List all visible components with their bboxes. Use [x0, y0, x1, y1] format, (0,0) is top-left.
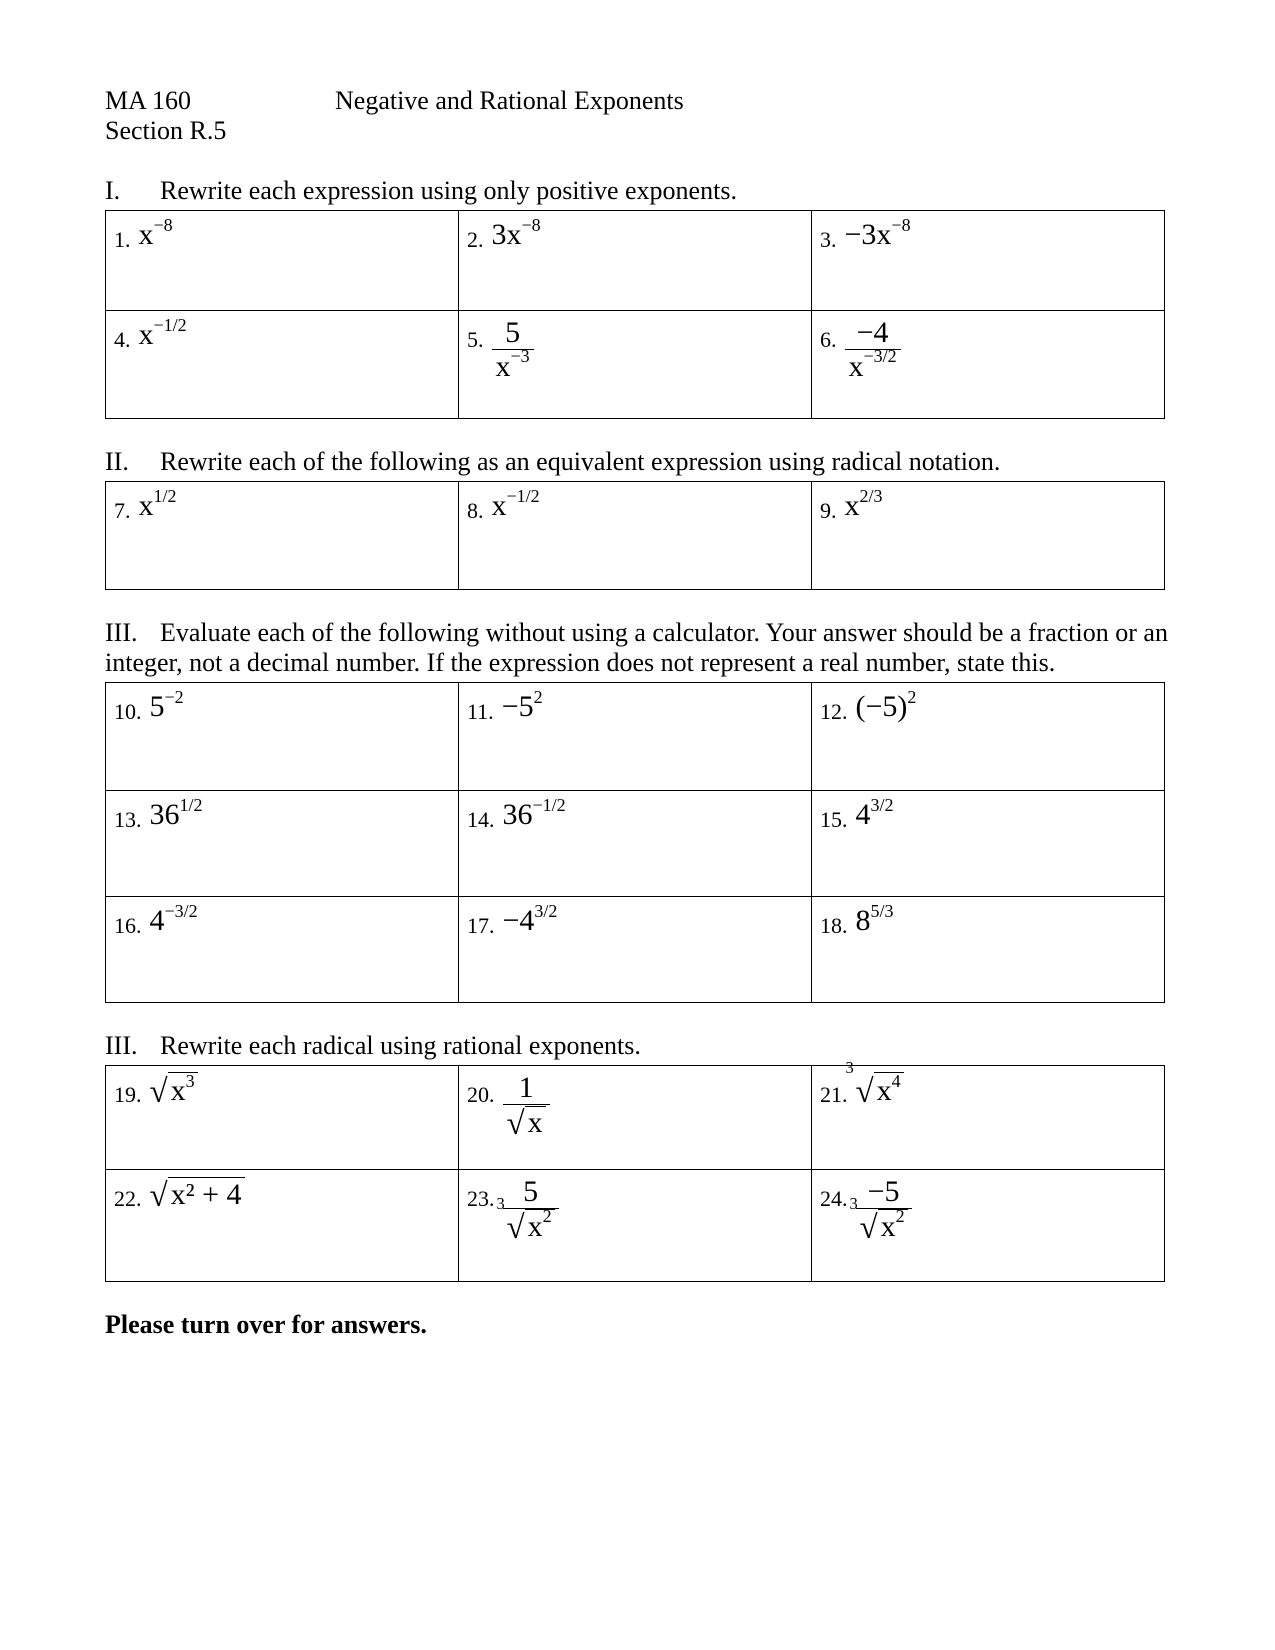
problem-number: 5.: [467, 327, 484, 353]
problem-expression: 4−3/2: [150, 903, 198, 938]
problem-expression: x−8: [139, 217, 173, 252]
problem-expression: 43/2: [856, 797, 894, 832]
section-roman: II.: [105, 447, 160, 477]
problem-cell: 11. −52: [459, 683, 812, 791]
problem-cell: 16. 4−3/2: [106, 897, 459, 1003]
problem-number: 1.: [114, 227, 131, 253]
problem-number: 24.: [820, 1186, 848, 1212]
section-roman: III.: [105, 1031, 160, 1061]
problem-cell: 18. 85/3: [812, 897, 1165, 1003]
problem-expression: −3x−8: [845, 217, 911, 252]
worksheet-page: MA 160 Negative and Rational Exponents S…: [0, 0, 1275, 1650]
problem-expression: 361/2: [150, 797, 203, 832]
problem-number: 11.: [467, 699, 494, 725]
problem-number: 19.: [114, 1082, 142, 1108]
problem-expression: x−1/2: [139, 317, 187, 352]
problem-number: 4.: [114, 327, 131, 353]
instruction-text: Rewrite each radical using rational expo…: [160, 1031, 641, 1060]
problem-expression: −53√x2: [856, 1176, 912, 1243]
problem-expression: 5x−3: [492, 317, 534, 382]
problem-expression: (−5)2: [856, 689, 917, 724]
problem-cell: 5. 5x−3: [459, 311, 812, 419]
instruction-text: Rewrite each of the following as an equi…: [160, 447, 1000, 476]
problem-cell: 1. x−8: [106, 211, 459, 311]
sections-container: I.Rewrite each expression using only pos…: [105, 176, 1170, 1282]
problem-cell: 14. 36−1/2: [459, 791, 812, 897]
problem-number: 21.: [820, 1082, 848, 1108]
problem-expression: x1/2: [139, 488, 177, 523]
problem-cell: 21. 3√x4: [812, 1066, 1165, 1170]
section-instruction: II.Rewrite each of the following as an e…: [105, 447, 1170, 477]
problem-cell: 3. −3x−8: [812, 211, 1165, 311]
problem-number: 13.: [114, 807, 142, 833]
problem-number: 22.: [114, 1186, 142, 1212]
problem-expression: x−1/2: [492, 488, 540, 523]
problem-cell: 8. x−1/2: [459, 482, 812, 590]
problem-cell: 2. 3x−8: [459, 211, 812, 311]
problem-cell: 6. −4x−3/2: [812, 311, 1165, 419]
problem-expression: −43/2: [503, 903, 558, 938]
problem-expression: −52: [502, 689, 543, 724]
problem-expression: x2/3: [845, 488, 883, 523]
page-title: Negative and Rational Exponents: [335, 85, 1170, 116]
problems-table: 7. x1/2 8. x−1/2 9. x2/3: [105, 481, 1165, 590]
problem-expression: 5−2: [150, 689, 184, 724]
problem-number: 6.: [820, 327, 837, 353]
section-label: Section R.5: [105, 116, 1170, 146]
problem-number: 17.: [467, 913, 495, 939]
problem-expression: 53√x2: [503, 1176, 559, 1243]
problem-number: 7.: [114, 498, 131, 524]
problem-expression: 36−1/2: [503, 797, 566, 832]
problem-cell: 17. −43/2: [459, 897, 812, 1003]
problem-number: 23.: [467, 1186, 495, 1212]
problem-number: 10.: [114, 699, 142, 725]
section-instruction: III.Rewrite each radical using rational …: [105, 1031, 1170, 1061]
section-roman: III.: [105, 618, 160, 648]
problem-cell: 23. 53√x2: [459, 1170, 812, 1282]
problem-cell: 12. (−5)2: [812, 683, 1165, 791]
problem-number: 15.: [820, 807, 848, 833]
course-code: MA 160: [105, 85, 335, 116]
problems-table: 10. 5−2 11. −52 12. (−5)2 13. 361/2 14. 36−1/2 15.…: [105, 682, 1165, 1003]
problem-number: 16.: [114, 913, 142, 939]
problem-cell: 19. √x3: [106, 1066, 459, 1170]
problem-cell: 10. 5−2: [106, 683, 459, 791]
problem-cell: 20. 1√x: [459, 1066, 812, 1170]
problem-cell: 22. √x² + 4: [106, 1170, 459, 1282]
problem-expression: 1√x: [503, 1072, 550, 1139]
problem-number: 3.: [820, 227, 837, 253]
problem-cell: 24. −53√x2: [812, 1170, 1165, 1282]
problem-number: 14.: [467, 807, 495, 833]
problem-number: 9.: [820, 498, 837, 524]
problem-expression: 3x−8: [492, 217, 541, 252]
problem-number: 20.: [467, 1082, 495, 1108]
section-instruction: III.Evaluate each of the following witho…: [105, 618, 1170, 678]
problem-number: 8.: [467, 498, 484, 524]
problem-expression: 3√x4: [856, 1072, 904, 1109]
problem-cell: 13. 361/2: [106, 791, 459, 897]
problem-cell: 15. 43/2: [812, 791, 1165, 897]
section-instruction: I.Rewrite each expression using only pos…: [105, 176, 1170, 206]
problem-expression: −4x−3/2: [845, 317, 901, 382]
problems-table: 1. x−8 2. 3x−8 3. −3x−8 4. x−1/2 5. 5x−3 6. −4x−3/2: [105, 210, 1165, 419]
problem-expression: 85/3: [856, 903, 894, 938]
section-roman: I.: [105, 176, 160, 206]
header-row: MA 160 Negative and Rational Exponents: [105, 85, 1170, 116]
problem-expression: √x3: [150, 1072, 198, 1109]
problem-cell: 4. x−1/2: [106, 311, 459, 419]
problem-expression: √x² + 4: [150, 1176, 245, 1213]
instruction-text: Rewrite each expression using only posit…: [160, 176, 737, 205]
problem-cell: 9. x2/3: [812, 482, 1165, 590]
footer-note: Please turn over for answers.: [105, 1310, 1170, 1340]
problems-table: 19. √x3 20. 1√x 21. 3√x4 22. √x² + 4 23. 53√x2 24.…: [105, 1065, 1165, 1282]
problem-cell: 7. x1/2: [106, 482, 459, 590]
problem-number: 12.: [820, 699, 848, 725]
instruction-text: Evaluate each of the following without u…: [105, 618, 1168, 677]
problem-number: 18.: [820, 913, 848, 939]
problem-number: 2.: [467, 227, 484, 253]
